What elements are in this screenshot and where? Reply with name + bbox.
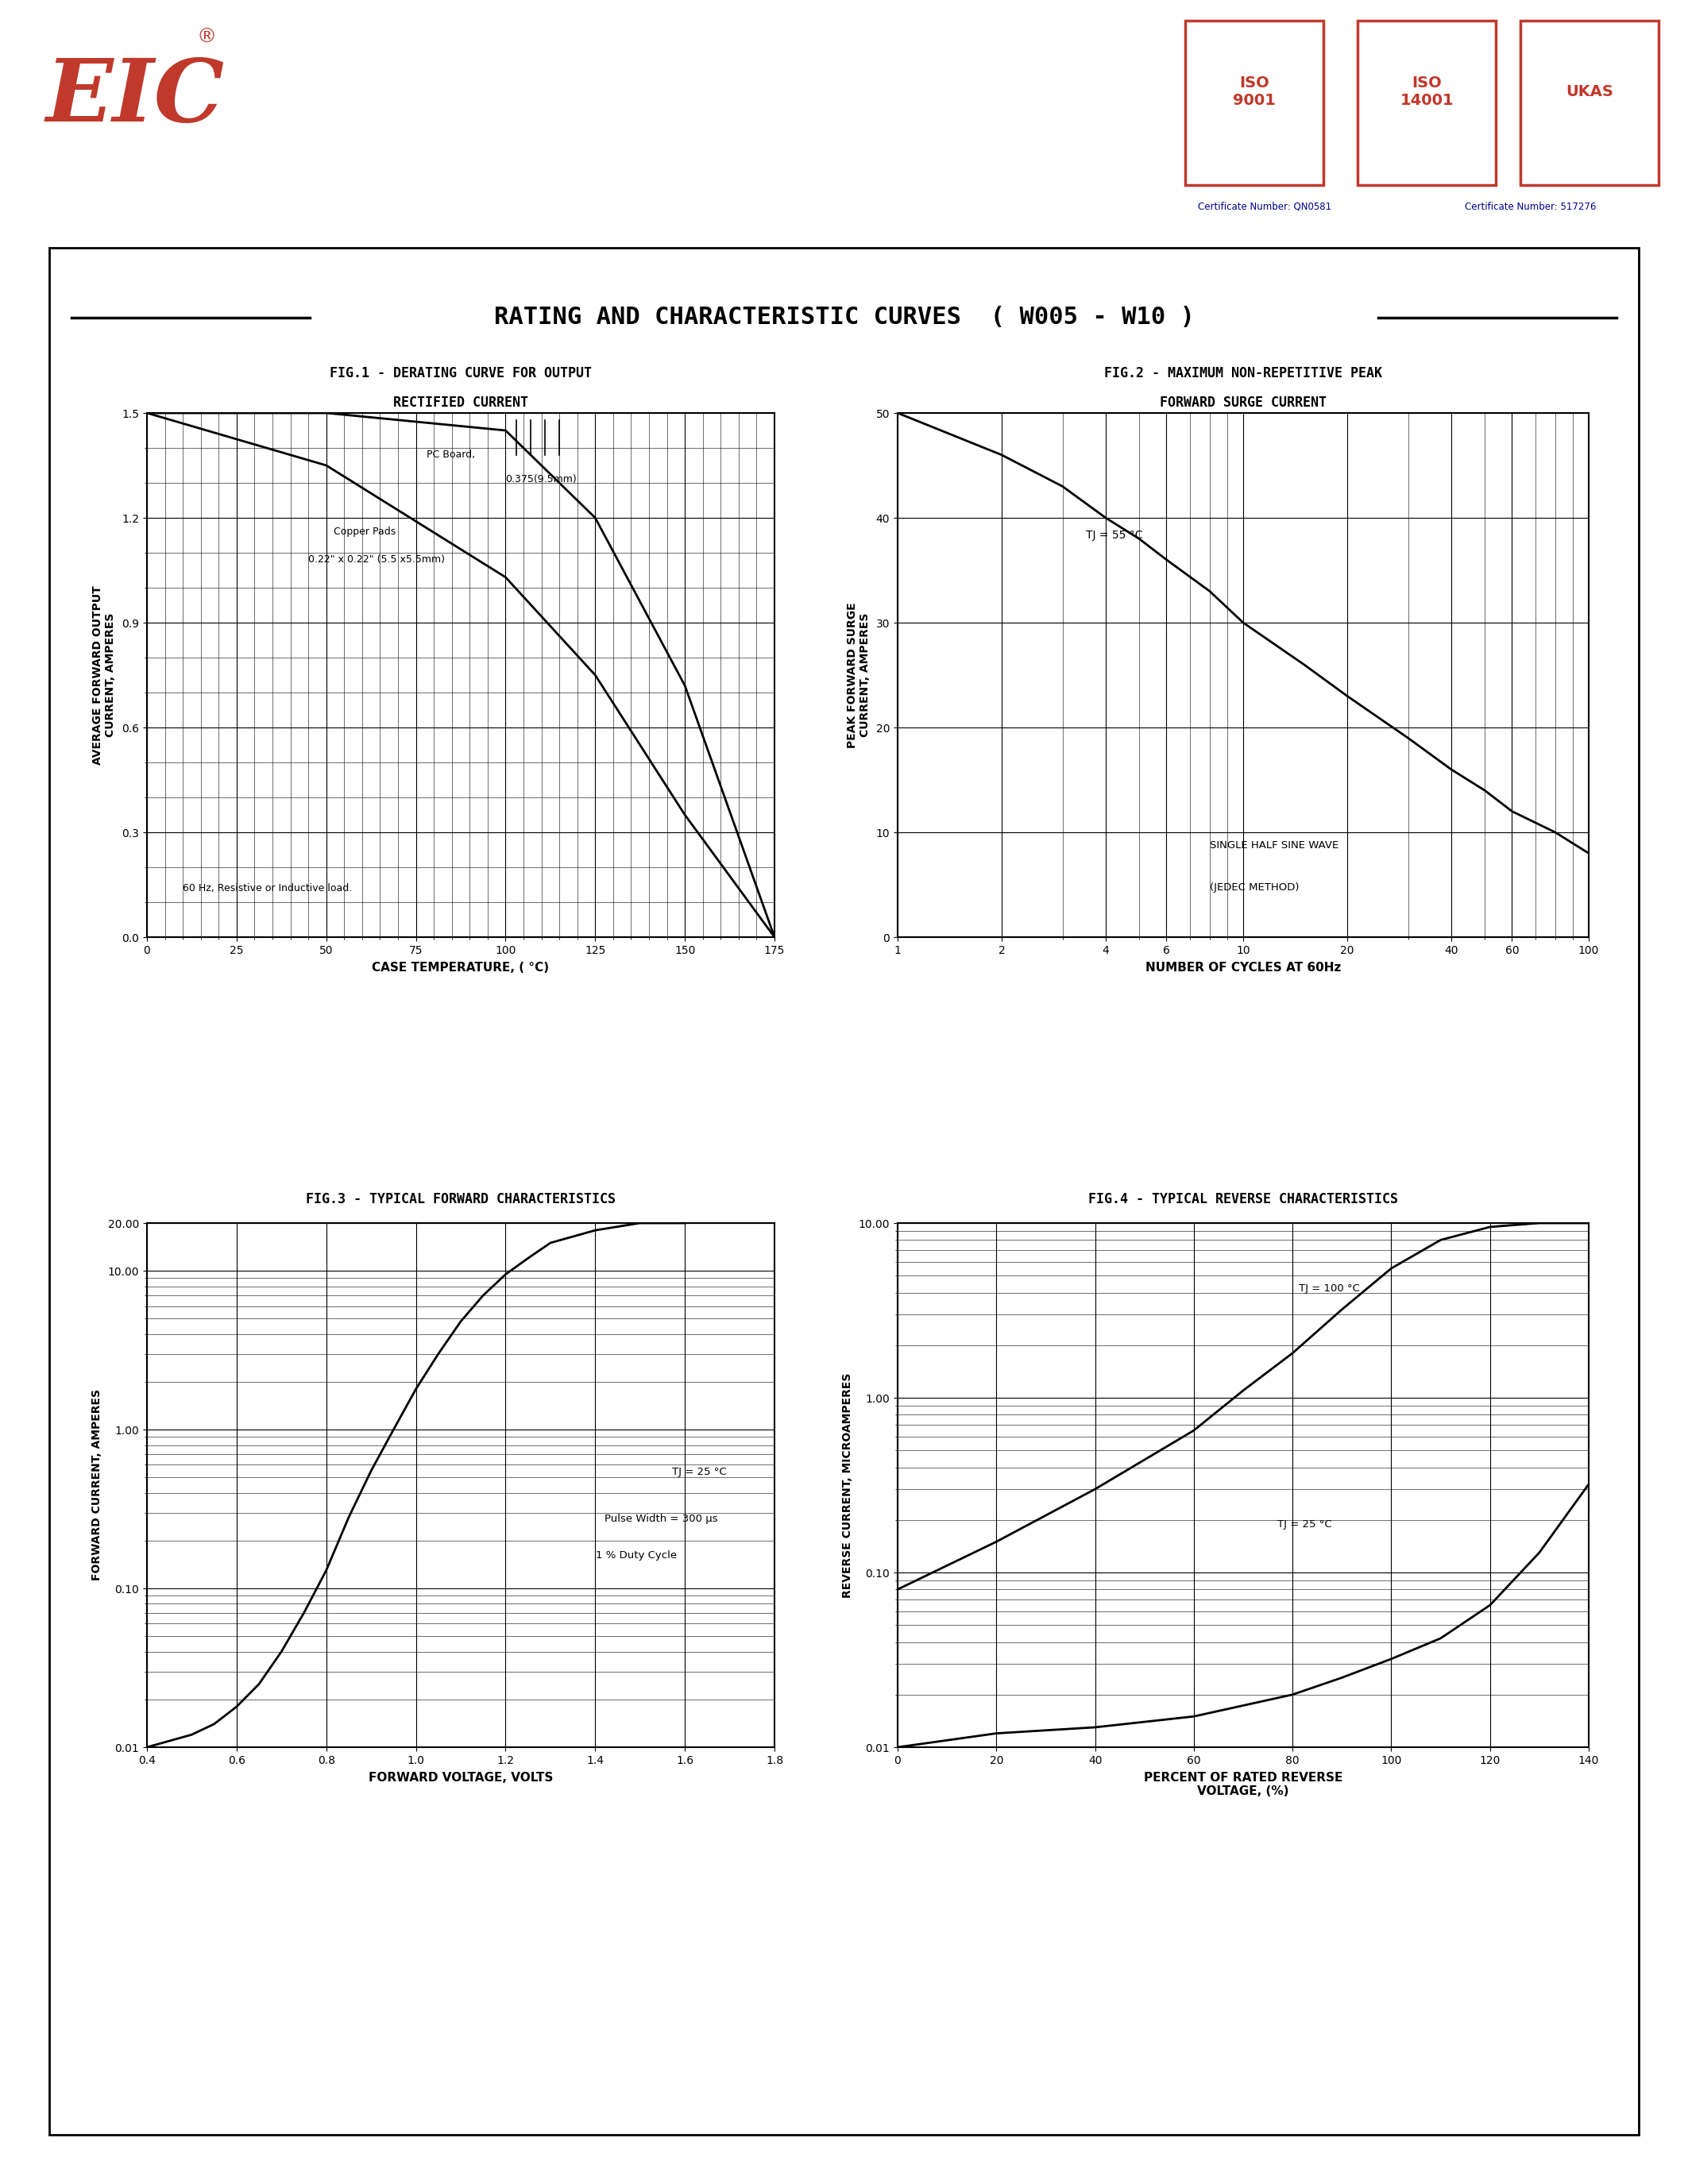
- Text: SINGLE HALF SINE WAVE: SINGLE HALF SINE WAVE: [1210, 841, 1339, 850]
- Text: TJ = 100 °C: TJ = 100 °C: [1298, 1284, 1359, 1293]
- Text: 60 Hz, Resistive or Inductive load.: 60 Hz, Resistive or Inductive load.: [182, 882, 353, 893]
- Text: ISO
9001: ISO 9001: [1232, 76, 1276, 109]
- Text: FIG.4 - TYPICAL REVERSE CHARACTERISTICS: FIG.4 - TYPICAL REVERSE CHARACTERISTICS: [1089, 1192, 1398, 1206]
- Text: FIG.1 - DERATING CURVE FOR OUTPUT: FIG.1 - DERATING CURVE FOR OUTPUT: [329, 367, 592, 380]
- Text: Copper Pads: Copper Pads: [334, 526, 395, 537]
- Y-axis label: REVERSE CURRENT, MICROAMPERES: REVERSE CURRENT, MICROAMPERES: [842, 1372, 852, 1599]
- Text: UKAS: UKAS: [1565, 85, 1614, 100]
- Bar: [1185, 22, 1323, 186]
- Text: ISO
14001: ISO 14001: [1399, 76, 1453, 109]
- Text: ®: ®: [196, 28, 216, 48]
- Y-axis label: PEAK FORWARD SURGE
CURRENT, AMPERES: PEAK FORWARD SURGE CURRENT, AMPERES: [846, 603, 871, 747]
- X-axis label: NUMBER OF CYCLES AT 60Hz: NUMBER OF CYCLES AT 60Hz: [1144, 961, 1340, 974]
- X-axis label: CASE TEMPERATURE, ( °C): CASE TEMPERATURE, ( °C): [371, 961, 549, 974]
- Text: FORWARD SURGE CURRENT: FORWARD SURGE CURRENT: [1160, 395, 1327, 411]
- Text: 0.22" x 0.22" (5.5 x5.5mm): 0.22" x 0.22" (5.5 x5.5mm): [309, 555, 446, 566]
- Bar: [1521, 22, 1658, 186]
- Text: EIC: EIC: [46, 55, 225, 140]
- Text: (JEDEC METHOD): (JEDEC METHOD): [1210, 882, 1300, 893]
- Text: RECTIFIED CURRENT: RECTIFIED CURRENT: [393, 395, 528, 411]
- Text: FIG.3 - TYPICAL FORWARD CHARACTERISTICS: FIG.3 - TYPICAL FORWARD CHARACTERISTICS: [306, 1192, 616, 1206]
- Text: TJ = 25 °C: TJ = 25 °C: [1278, 1520, 1332, 1529]
- X-axis label: FORWARD VOLTAGE, VOLTS: FORWARD VOLTAGE, VOLTS: [368, 1771, 554, 1784]
- Text: Pulse Width = 300 μs: Pulse Width = 300 μs: [604, 1514, 717, 1524]
- Y-axis label: FORWARD CURRENT, AMPERES: FORWARD CURRENT, AMPERES: [91, 1389, 103, 1581]
- Text: FIG.2 - MAXIMUM NON-REPETITIVE PEAK: FIG.2 - MAXIMUM NON-REPETITIVE PEAK: [1104, 367, 1382, 380]
- Text: TJ = 55 °C: TJ = 55 °C: [1085, 531, 1143, 542]
- Text: Certificate Number: QN0581: Certificate Number: QN0581: [1197, 201, 1332, 212]
- Text: TJ = 25 °C: TJ = 25 °C: [672, 1468, 726, 1476]
- Text: Certificate Number: 517276: Certificate Number: 517276: [1465, 201, 1595, 212]
- X-axis label: PERCENT OF RATED REVERSE
VOLTAGE, (%): PERCENT OF RATED REVERSE VOLTAGE, (%): [1144, 1771, 1342, 1797]
- Bar: [1357, 22, 1496, 186]
- Text: RATING AND CHARACTERISTIC CURVES  ( W005 - W10 ): RATING AND CHARACTERISTIC CURVES ( W005 …: [493, 306, 1195, 330]
- Y-axis label: AVERAGE FORWARD OUTPUT
CURRENT, AMPERES: AVERAGE FORWARD OUTPUT CURRENT, AMPERES: [93, 585, 116, 764]
- Text: 0.375(9.5mm): 0.375(9.5mm): [505, 474, 577, 485]
- Text: PC Board,: PC Board,: [427, 450, 476, 461]
- Text: 1 % Duty Cycle: 1 % Duty Cycle: [596, 1551, 677, 1562]
